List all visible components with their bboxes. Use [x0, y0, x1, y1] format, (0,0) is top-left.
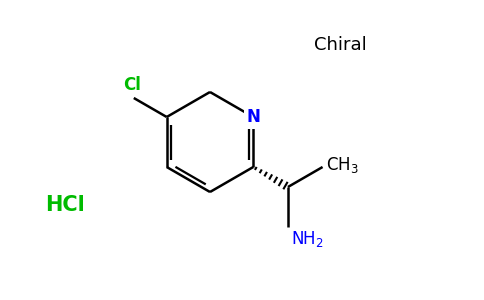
Text: CH$_3$: CH$_3$	[326, 155, 358, 175]
Text: Cl: Cl	[123, 76, 141, 94]
Text: N: N	[246, 108, 260, 126]
Text: NH$_2$: NH$_2$	[291, 229, 324, 249]
Text: Chiral: Chiral	[314, 36, 366, 54]
Text: HCl: HCl	[45, 195, 85, 215]
